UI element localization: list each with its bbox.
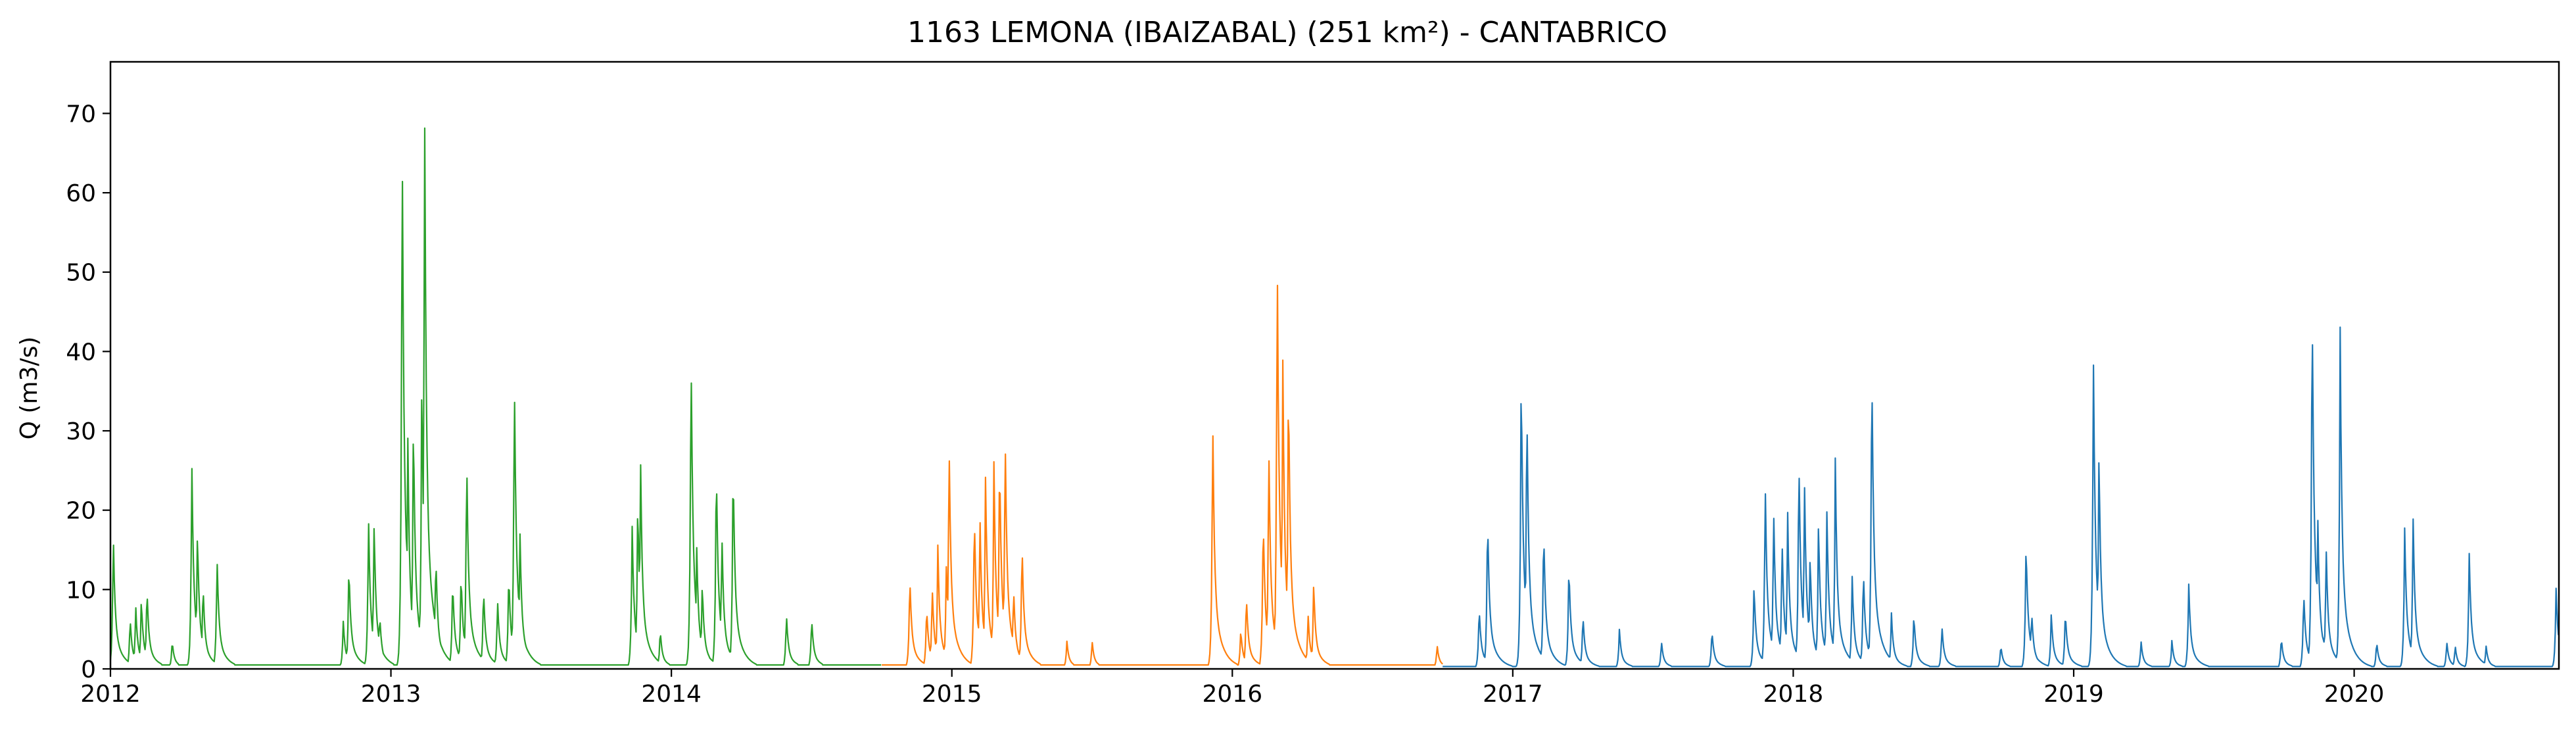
series-line-1 [109,127,882,666]
y-tick-label: 50 [66,260,96,287]
plot-frame [109,61,2560,670]
x-tick-label: 2015 [922,681,982,708]
series-layer [109,127,2560,668]
chart-title: 1163 LEMONA (IBAIZABAL) (251 km²) - CANT… [907,16,1667,49]
y-tick-label: 30 [66,418,96,445]
x-tick-label: 2013 [361,681,421,708]
x-tick-label: 2018 [1763,681,1824,708]
y-tick-label: 10 [66,577,96,604]
y-tick-label: 60 [66,180,96,207]
y-tick-label: 20 [66,498,96,525]
x-tick-label: 2014 [641,681,702,708]
x-tick-label: 2012 [80,681,141,708]
series-line-3 [1443,326,2560,668]
y-tick-label: 0 [81,656,96,683]
y-axis-label: Q (m3/s) [16,337,43,440]
axis-layer: 2012 2013 2014 2015 2016 2017 2018 2019 2020 0 10 2… [66,101,2384,708]
y-tick-label: 40 [66,339,96,366]
x-tick-label: 2019 [2043,681,2104,708]
x-tick-label: 2016 [1202,681,1262,708]
y-tick-label: 70 [66,101,96,128]
x-tick-label: 2017 [1483,681,1543,708]
x-tick-label: 2020 [2324,681,2385,708]
series-line-2 [882,284,1443,666]
